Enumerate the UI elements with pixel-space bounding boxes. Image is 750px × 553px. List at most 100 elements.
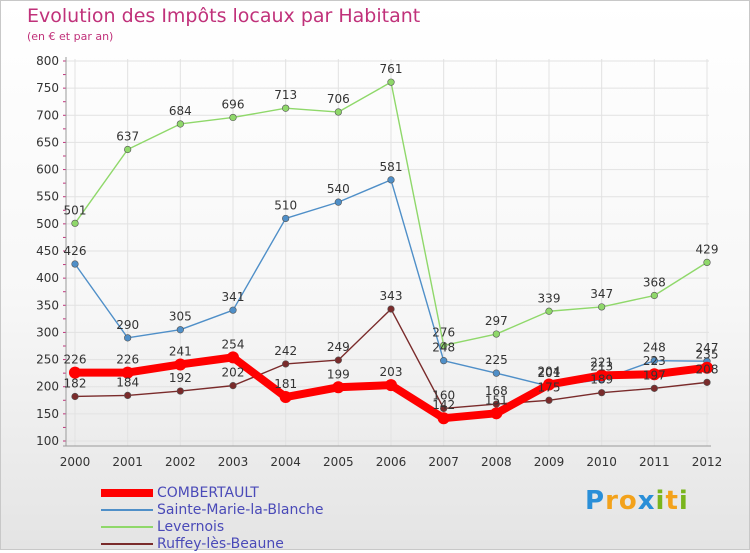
legend-swatch — [101, 526, 153, 528]
data-label: 204 — [538, 365, 561, 379]
data-label: 637 — [116, 129, 139, 143]
data-point — [71, 219, 79, 227]
data-label: 247 — [696, 341, 719, 355]
logo-letter: i — [678, 486, 689, 516]
data-point — [229, 382, 237, 390]
logo-letter: t — [665, 486, 679, 516]
data-label: 248 — [432, 341, 455, 355]
y-tick-label: 150 — [36, 407, 59, 421]
logo-letter: x — [637, 486, 656, 516]
data-label: 181 — [274, 377, 297, 391]
data-point — [387, 305, 395, 313]
data-label: 581 — [380, 160, 403, 174]
data-point — [387, 176, 395, 184]
data-label: 684 — [169, 104, 192, 118]
data-point — [545, 307, 553, 315]
proxiti-logo: Proxiti — [585, 486, 689, 516]
y-tick-label: 750 — [36, 81, 59, 95]
y-tick-label: 200 — [36, 380, 59, 394]
data-label: 226 — [116, 353, 139, 367]
data-label: 241 — [169, 344, 192, 358]
legend-swatch — [101, 489, 153, 497]
data-label: 501 — [64, 203, 87, 217]
data-point — [703, 378, 711, 386]
logo-letter: o — [618, 486, 638, 516]
data-label: 249 — [327, 340, 350, 354]
data-label: 225 — [485, 353, 508, 367]
data-point — [598, 389, 606, 397]
legend-swatch — [101, 509, 153, 511]
data-point — [385, 379, 397, 392]
data-point — [71, 392, 79, 401]
data-label: 223 — [643, 354, 666, 368]
legend-swatch — [101, 543, 153, 545]
data-point — [176, 326, 184, 334]
data-label: 341 — [222, 290, 245, 304]
data-point — [124, 145, 132, 154]
data-point — [227, 351, 239, 364]
data-label: 142 — [432, 398, 455, 412]
y-tick-label: 100 — [36, 434, 59, 448]
x-tick-label: 2005 — [323, 455, 354, 469]
chart-title: Evolution des Impôts locaux par Habitant — [27, 5, 421, 27]
x-tick-label: 2007 — [428, 455, 459, 469]
data-point — [332, 381, 345, 394]
data-point — [598, 303, 606, 311]
x-tick-label: 2008 — [481, 455, 512, 469]
data-label: 540 — [327, 182, 350, 196]
x-tick-label: 2010 — [586, 455, 617, 469]
x-tick-label: 2004 — [270, 455, 301, 469]
data-label: 706 — [327, 92, 350, 106]
data-point — [229, 306, 237, 314]
data-label: 197 — [643, 368, 666, 382]
data-label: 199 — [327, 367, 350, 381]
data-point — [279, 391, 292, 404]
data-label: 510 — [274, 198, 297, 212]
data-point — [282, 104, 290, 112]
data-point — [595, 369, 608, 382]
y-tick-label: 650 — [36, 135, 59, 149]
logo-letter: P — [585, 486, 606, 516]
legend-label: Sainte-Marie-la-Blanche — [157, 502, 324, 518]
data-label: 713 — [274, 88, 297, 102]
x-tick-label: 2006 — [376, 455, 407, 469]
data-point — [492, 369, 500, 377]
y-tick-label: 600 — [36, 163, 59, 177]
data-point — [387, 78, 395, 86]
data-label: 221 — [590, 355, 613, 369]
data-point — [124, 391, 132, 400]
data-point — [334, 198, 342, 206]
data-point — [440, 404, 448, 413]
logo-letter: i — [655, 486, 666, 516]
data-point — [545, 396, 553, 404]
x-tick-label: 2002 — [165, 455, 196, 469]
data-point — [176, 120, 184, 128]
y-tick-label: 550 — [36, 190, 59, 204]
legend-label: Levernois — [157, 519, 225, 535]
data-label: 248 — [643, 341, 666, 355]
data-label: 184 — [116, 375, 139, 389]
x-tick-label: 2003 — [218, 455, 249, 469]
data-point — [492, 330, 500, 338]
data-point — [229, 113, 237, 122]
data-label: 254 — [222, 337, 245, 351]
data-point — [334, 356, 342, 364]
data-label: 761 — [380, 62, 403, 76]
x-tick-label: 2011 — [639, 455, 670, 469]
data-label: 235 — [696, 348, 719, 362]
x-tick-label: 2001 — [112, 455, 143, 469]
logo-letter: r — [605, 486, 619, 516]
data-point — [282, 360, 290, 368]
data-label: 429 — [696, 242, 719, 256]
data-label: 182 — [64, 376, 87, 390]
legend-label: Ruffey-lès-Beaune — [157, 536, 284, 552]
data-point — [701, 361, 713, 374]
data-label: 426 — [64, 244, 87, 258]
x-tick-label: 2009 — [534, 455, 565, 469]
data-point — [282, 214, 290, 223]
data-point — [176, 387, 184, 395]
data-label: 242 — [274, 344, 297, 358]
data-label: 203 — [380, 365, 403, 379]
y-tick-label: 500 — [36, 217, 59, 231]
